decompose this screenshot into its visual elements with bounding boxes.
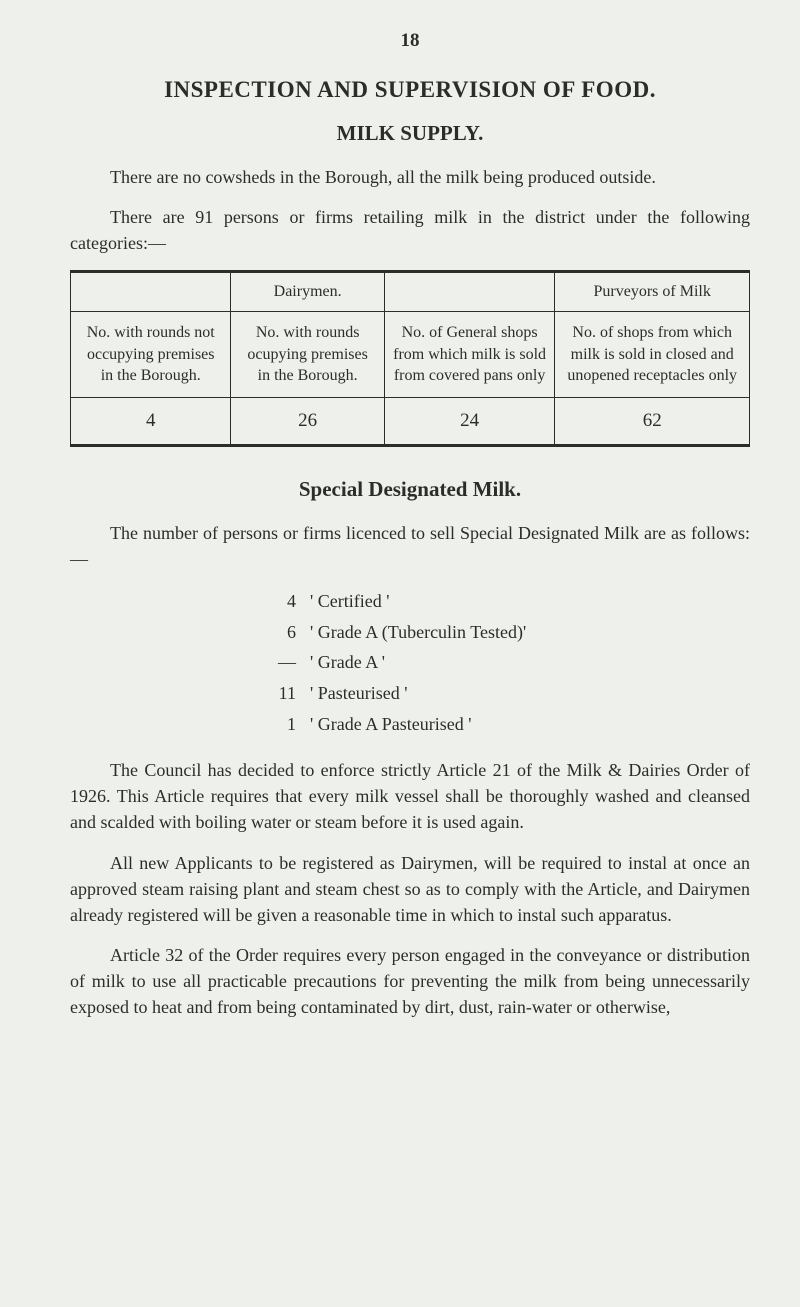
paragraph-6: Article 32 of the Order requires every p… <box>70 942 750 1020</box>
table-cell: No. with rounds ocupying prem­ises in th… <box>231 312 384 398</box>
designated-milk-list: 4 ' Certified ' 6 ' Grade A (Tuberculin … <box>270 586 750 739</box>
subtitle: MILK SUPPLY. <box>70 121 750 146</box>
paragraph-1: There are no cowsheds in the Borough, al… <box>70 164 750 190</box>
list-text: ' Grade A Pasteurised ' <box>310 709 750 740</box>
list-number: 11 <box>270 678 310 709</box>
list-text: ' Pasteurised ' <box>310 678 750 709</box>
table-row-header1: Dairymen. Purveyors of Milk <box>71 272 750 312</box>
table-row-values: 4 26 24 62 <box>71 398 750 446</box>
table-cell: No. of shops from which milk is sold in … <box>555 312 750 398</box>
table-cell: No. of General shops from which milk is … <box>384 312 555 398</box>
paragraph-5: All new Applicants to be registered as D… <box>70 850 750 928</box>
list-item: — ' Grade A ' <box>270 647 750 678</box>
list-number: — <box>270 647 310 678</box>
table-cell: Purveyors of Milk <box>555 272 750 312</box>
paragraph-2: There are 91 persons or firms retailing … <box>70 204 750 256</box>
section-title: Special Designated Milk. <box>70 477 750 502</box>
list-number: 4 <box>270 586 310 617</box>
list-item: 6 ' Grade A (Tuberculin Tested)' <box>270 617 750 648</box>
paragraph-3: The number of persons or firms licenced … <box>70 520 750 572</box>
table-cell: 24 <box>384 398 555 446</box>
paragraph-4: The Council has decided to enforce stric… <box>70 757 750 835</box>
table-cell: 26 <box>231 398 384 446</box>
list-item: 1 ' Grade A Pasteurised ' <box>270 709 750 740</box>
page-number: 18 <box>70 30 750 52</box>
table-cell: 4 <box>71 398 231 446</box>
list-number: 1 <box>270 709 310 740</box>
table-cell: 62 <box>555 398 750 446</box>
table-cell: No. with rounds not occupying premises i… <box>71 312 231 398</box>
main-title: INSPECTION AND SUPERVISION OF FOOD. <box>70 77 750 103</box>
table-cell <box>71 272 231 312</box>
table-cell <box>384 272 555 312</box>
table-row-header2: No. with rounds not occupying premises i… <box>71 312 750 398</box>
list-number: 6 <box>270 617 310 648</box>
table-cell: Dairymen. <box>231 272 384 312</box>
milk-table: Dairymen. Purveyors of Milk No. with rou… <box>70 270 750 447</box>
list-text: ' Certified ' <box>310 586 750 617</box>
list-text: ' Grade A (Tuberculin Tested)' <box>310 617 750 648</box>
list-item: 11 ' Pasteurised ' <box>270 678 750 709</box>
list-item: 4 ' Certified ' <box>270 586 750 617</box>
list-text: ' Grade A ' <box>310 647 750 678</box>
